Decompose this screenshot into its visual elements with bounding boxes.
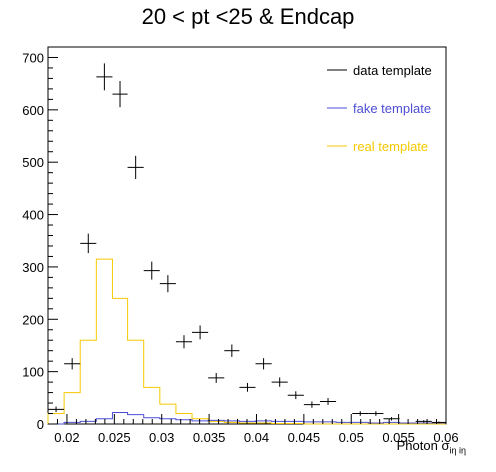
x-tick-label: 0.05 [339,430,364,445]
x-tick-label: 0.06 [433,430,458,445]
y-tick-label: 700 [22,50,44,65]
real-template-step-line [47,258,446,425]
x-axis-label-sub: iη iη [449,445,466,456]
data-point [80,233,97,254]
x-tick-label: 0.04 [244,430,269,445]
y-tick-label: 100 [22,365,44,380]
data-point [112,80,128,108]
data-point [239,382,256,392]
data-point [368,411,384,416]
data-point [159,275,176,293]
legend: data template fake template real template [327,63,432,154]
data-point [287,391,304,400]
x-tick-label: 0.035 [193,430,226,445]
fake-template-step-line [48,411,447,425]
data-point [383,417,400,421]
legend-label: real template [353,139,428,154]
data-point [255,358,272,370]
y-tick-label: 600 [22,103,44,118]
data-point [319,398,337,405]
data-point [64,358,81,370]
x-tick-label: 0.055 [382,430,415,445]
real-template-series [47,258,446,425]
data-point [48,406,65,413]
x-axis-label-main: Photon σ [396,438,450,453]
legend-label: data template [353,63,432,78]
y-tick-label: 500 [22,155,44,170]
chart-title: 20 < pt <25 & Endcap [141,4,355,29]
y-tick-label: 200 [22,312,44,327]
data-point [127,155,144,180]
data-point [431,421,446,424]
fake-template-series [48,411,447,425]
x-tick-label: 0.045 [288,430,321,445]
data-point [303,401,320,408]
data-point [143,261,160,280]
data-point [208,373,225,383]
axes: 0.02 0.025 0.03 0.035 0.04 0.045 0.05 0.055 0.06… [22,50,458,445]
data-point [175,335,193,349]
data-point [224,344,240,357]
legend-label: fake template [353,101,431,116]
data-point [271,377,288,387]
data-template-series [48,63,446,424]
data-point [96,63,113,91]
x-tick-label: 0.02 [54,430,79,445]
data-point [192,325,209,340]
y-tick-label: 0 [37,417,44,432]
data-point [415,420,432,423]
x-axis-label: Photon σiη iη [397,438,466,456]
y-tick-label: 400 [22,208,44,223]
x-tick-label: 0.025 [98,430,131,445]
y-tick-label: 300 [22,260,44,275]
data-point [352,411,369,416]
x-tick-label: 0.03 [149,430,174,445]
